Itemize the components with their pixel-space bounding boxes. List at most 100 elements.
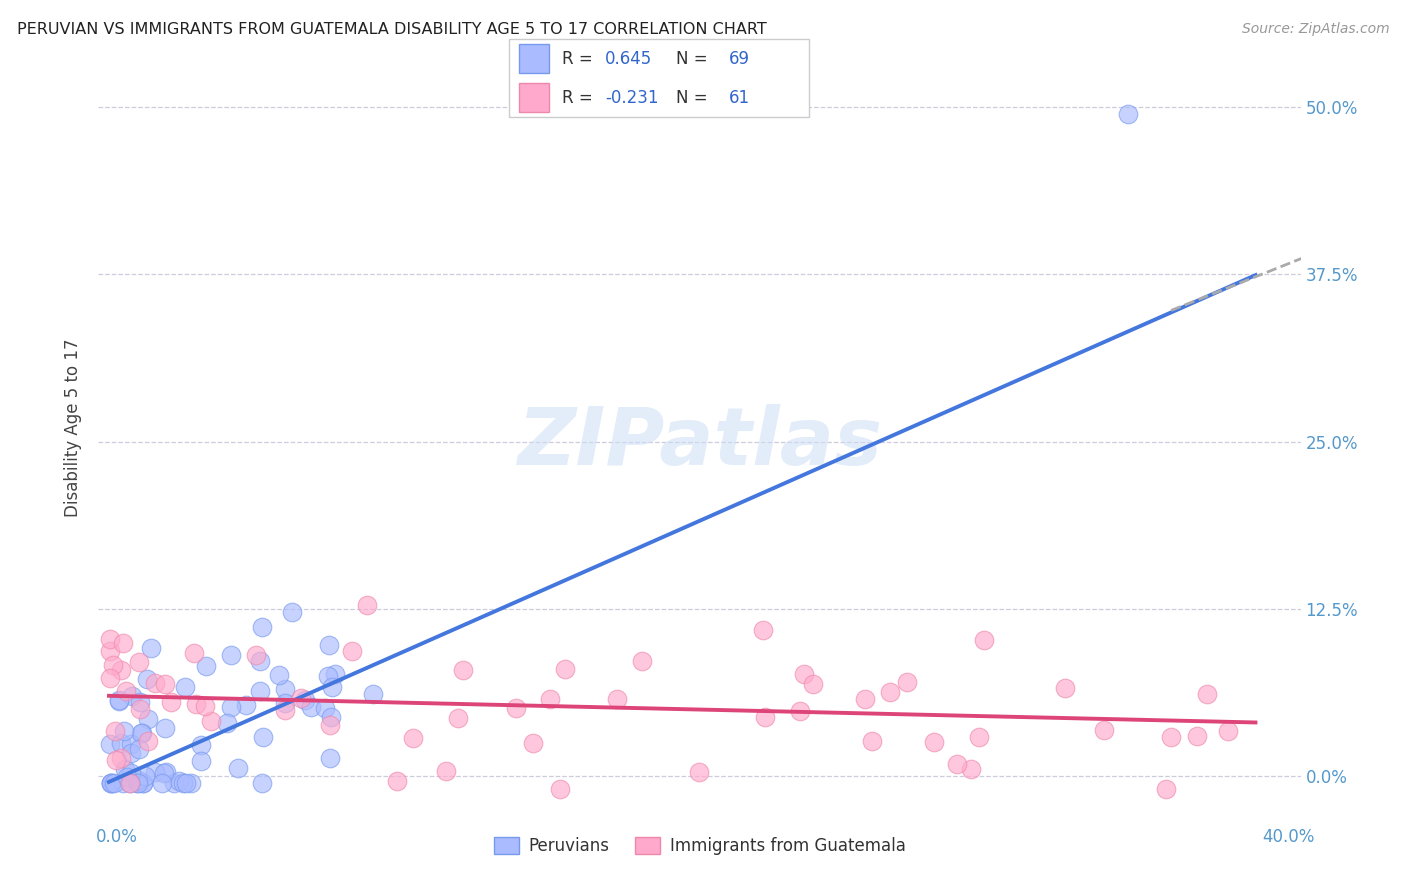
Point [129,701,152,715]
Point [131,726,153,740]
FancyBboxPatch shape [509,39,810,117]
Point [125,776,148,790]
Point [128,741,150,756]
Point [120,776,142,790]
Point [115,770,138,784]
Point [98,737,121,751]
Point [112,724,135,739]
Point [226,761,249,775]
Point [136,712,159,726]
Point [100,776,122,790]
Point [129,726,152,740]
Point [174,681,197,695]
Point [321,680,343,694]
Point [252,776,274,790]
Point [183,646,205,660]
Point [630,654,652,668]
Point [134,769,156,783]
Point [104,753,127,767]
Point [789,704,811,718]
Point [235,698,257,712]
Point [108,692,131,706]
Point [103,724,125,739]
Point [280,605,302,619]
Point [98,644,121,658]
Point [190,738,212,752]
Point [221,648,243,662]
Legend: Peruvians, Immigrants from Guatemala: Peruvians, Immigrants from Guatemala [486,830,912,862]
Text: Source: ZipAtlas.com: Source: ZipAtlas.com [1241,22,1389,37]
Point [973,632,995,647]
Point [159,694,181,708]
Point [274,703,297,717]
Point [249,655,271,669]
Point [1092,723,1115,737]
Point [190,754,212,768]
Point [110,663,132,677]
Point [245,648,267,663]
Point [385,774,408,789]
Point [100,776,122,790]
Point [754,710,776,724]
Point [294,693,316,707]
Point [121,689,143,703]
Point [115,683,138,698]
Text: 61: 61 [728,88,749,106]
Point [896,675,918,690]
Point [132,776,155,790]
Point [153,677,176,691]
Point [132,776,155,790]
Point [167,774,190,789]
Point [453,664,475,678]
Point [793,667,815,681]
Point [319,750,342,764]
Point [128,695,150,709]
Point [120,746,142,760]
Point [967,730,990,744]
Point [110,751,132,765]
Text: N =: N = [676,88,713,106]
Text: 40.0%: 40.0% [1263,828,1315,846]
Point [153,765,176,780]
Point [924,735,946,749]
Point [217,716,239,731]
Point [434,764,457,779]
Point [606,692,628,706]
Point [688,765,710,780]
Point [319,718,342,732]
Point [1154,782,1177,797]
Point [319,710,342,724]
Point [314,701,336,715]
Point [98,632,121,646]
Point [323,667,346,681]
Point [960,762,983,776]
Point [249,683,271,698]
Point [100,776,122,790]
Point [195,659,218,673]
Point [522,737,544,751]
Point [1216,723,1239,738]
Point [274,696,297,710]
Point [356,598,378,612]
Point [274,681,297,696]
Point [101,657,124,672]
Point [267,667,290,681]
Point [548,782,571,797]
Text: N =: N = [676,50,713,68]
Point [200,714,222,728]
Point [290,691,312,706]
Point [340,644,363,658]
Point [152,776,174,790]
Point [136,672,159,686]
Point [118,776,141,790]
Point [1116,107,1139,121]
Text: ZIPatlas: ZIPatlas [517,404,882,483]
Point [180,776,202,790]
Point [1197,687,1219,701]
Point [136,733,159,747]
Point [162,776,184,790]
Point [860,734,883,748]
Point [361,687,384,701]
Point [219,699,242,714]
Text: R =: R = [562,88,598,106]
